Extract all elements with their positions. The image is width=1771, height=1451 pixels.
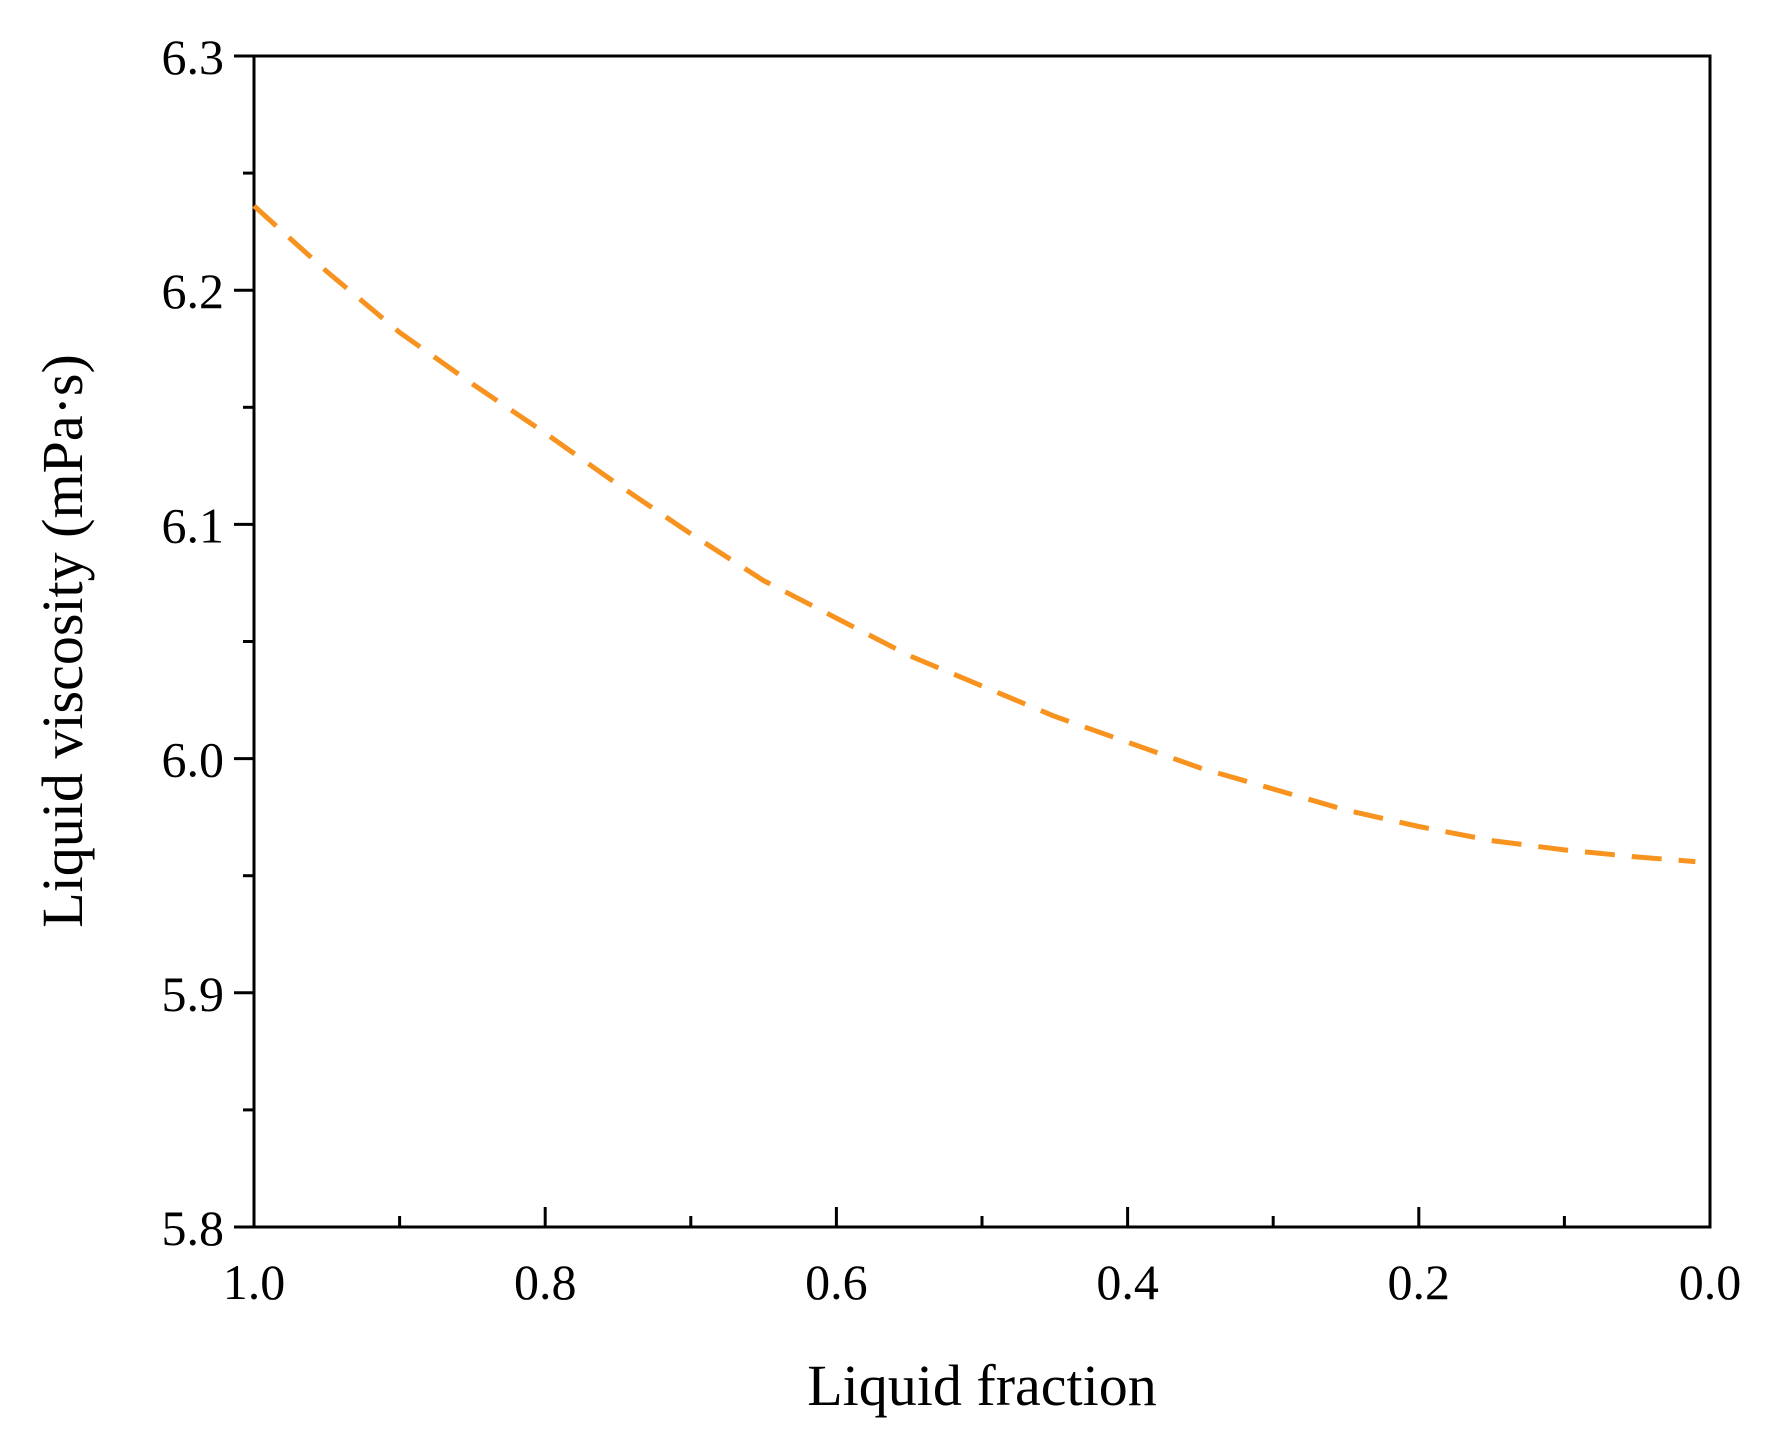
- plot-area: [234, 54, 1712, 1229]
- x-tick-label: 0.8: [514, 1254, 577, 1310]
- series-line-0: [252, 204, 1696, 865]
- y-tick-label: 5.8: [162, 1200, 225, 1256]
- y-tick-label: 6.0: [162, 732, 225, 788]
- plot-frame: [252, 54, 1712, 1229]
- x-tick-label: 0.0: [1679, 1254, 1742, 1310]
- y-tick-label: 6.2: [162, 263, 225, 319]
- y-axis-title: Liquid viscosity (mPa·s): [30, 354, 95, 928]
- x-tick-label: 0.6: [805, 1254, 868, 1310]
- x-axis-title: Liquid fraction: [807, 1353, 1157, 1418]
- x-tick-labels: 1.0 0.8 0.6 0.4 0.2 0.0: [223, 1254, 1742, 1310]
- y-tick-label: 6.1: [162, 497, 225, 553]
- axis-ticks: [234, 54, 1712, 1229]
- x-tick-label: 0.4: [1096, 1254, 1159, 1310]
- y-tick-label: 5.9: [162, 966, 225, 1022]
- series-layer: [252, 204, 1696, 865]
- x-tick-label: 0.2: [1388, 1254, 1451, 1310]
- x-tick-label: 1.0: [223, 1254, 286, 1310]
- y-tick-label: 6.3: [162, 29, 225, 85]
- y-tick-labels: 5.8 5.9 6.0 6.1 6.2 6.3: [162, 29, 225, 1256]
